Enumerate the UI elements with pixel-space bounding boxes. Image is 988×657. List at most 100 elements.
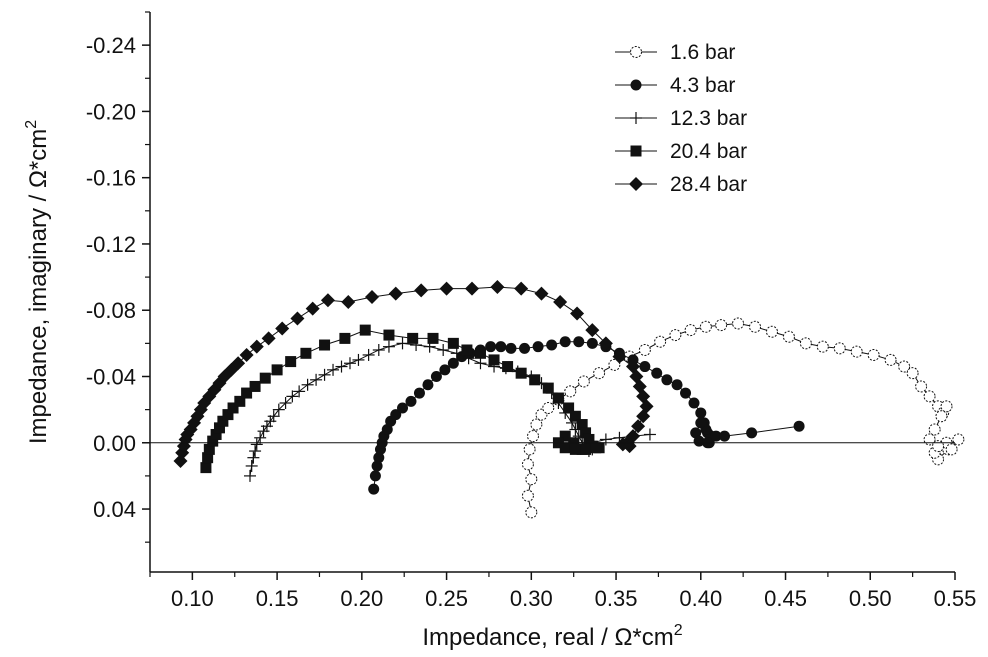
- data-point: [710, 430, 722, 442]
- data-point: [529, 374, 541, 386]
- data-point: [247, 451, 260, 464]
- data-point: [932, 440, 945, 453]
- data-point: [285, 356, 297, 368]
- data-point: [272, 403, 285, 416]
- data-point: [746, 427, 758, 439]
- y-tick-label: -0.08: [86, 298, 136, 323]
- x-tick-label: 0.30: [510, 586, 553, 611]
- data-point: [286, 390, 299, 403]
- legend-label: 20.4 bar: [670, 140, 747, 163]
- legend-entry: 12.3 bar: [615, 107, 747, 130]
- data-point: [765, 325, 778, 338]
- axes: 0.10 0.15 0.20 0.25 0.30 0.35 0.40 0.45 0.50 0.55…: [86, 11, 976, 611]
- data-point: [407, 332, 419, 344]
- x-tick-label: 0.15: [256, 586, 299, 611]
- data-point: [200, 462, 212, 474]
- data-point: [580, 427, 592, 439]
- data-point: [474, 347, 486, 359]
- data-point: [521, 458, 534, 471]
- y-tick-label: -0.04: [86, 364, 136, 389]
- data-point: [259, 372, 271, 384]
- data-point: [249, 380, 261, 392]
- data-point: [250, 438, 263, 451]
- data-point: [368, 483, 380, 495]
- data-point: [690, 427, 702, 439]
- data-point: [217, 415, 229, 427]
- data-point: [867, 348, 880, 361]
- data-point: [514, 281, 529, 296]
- data-point: [680, 387, 692, 399]
- legend-marker: [630, 112, 642, 124]
- x-tick-label: 0.25: [425, 586, 468, 611]
- data-point: [365, 289, 380, 304]
- data-point: [447, 337, 459, 349]
- data-point: [651, 367, 663, 379]
- data-point: [234, 395, 246, 407]
- data-point: [898, 360, 911, 373]
- data-point: [915, 380, 928, 393]
- series-line: [527, 322, 959, 513]
- data-point: [546, 339, 558, 351]
- data-point: [254, 431, 267, 444]
- legend-entry: 28.4 bar: [615, 173, 747, 196]
- data-point: [293, 385, 306, 398]
- data-point: [671, 379, 683, 391]
- data-point: [372, 343, 385, 356]
- data-point: [940, 400, 953, 413]
- data-point: [586, 337, 598, 349]
- data-point: [381, 424, 393, 436]
- data-point: [319, 339, 331, 351]
- data-point: [341, 294, 356, 309]
- data-point: [715, 319, 728, 332]
- data-point: [305, 301, 320, 316]
- data-point: [532, 341, 544, 353]
- x-tick-label: 0.35: [595, 586, 638, 611]
- x-tick-label: 0.50: [849, 586, 892, 611]
- data-point: [267, 410, 280, 423]
- data-point: [585, 323, 600, 338]
- x-tick-label: 0.10: [171, 586, 214, 611]
- legend-label: 28.4 bar: [670, 173, 747, 196]
- data-point: [447, 357, 459, 369]
- x-tick-label: 0.45: [764, 586, 807, 611]
- y-tick-label: 0.00: [93, 431, 136, 456]
- data-point: [945, 443, 958, 456]
- data-point: [559, 336, 571, 348]
- data-point: [576, 419, 588, 431]
- data-point: [369, 470, 381, 482]
- data-point: [203, 443, 215, 455]
- data-point: [485, 341, 497, 353]
- data-point: [383, 329, 395, 341]
- data-point: [210, 428, 222, 440]
- data-point: [521, 489, 534, 502]
- data-point: [490, 280, 505, 295]
- data-point: [362, 348, 375, 361]
- data-point: [249, 339, 264, 354]
- data-point: [577, 375, 590, 388]
- data-point: [699, 320, 712, 333]
- data-point: [405, 395, 417, 407]
- data-point: [525, 506, 538, 519]
- data-point: [495, 341, 507, 353]
- data-point: [327, 363, 340, 376]
- data-point: [249, 445, 262, 458]
- data-point: [525, 473, 538, 486]
- data-point: [684, 324, 697, 337]
- data-point: [535, 408, 548, 421]
- legend-label: 4.3 bar: [670, 74, 735, 97]
- data-point: [569, 410, 581, 422]
- data-point: [301, 378, 314, 391]
- data-point: [213, 422, 225, 434]
- data-point: [612, 349, 627, 364]
- data-point: [695, 417, 707, 429]
- data-point: [573, 336, 585, 348]
- data-point: [430, 370, 442, 382]
- data-point: [373, 452, 385, 464]
- x-axis-title: Impedance, real / Ω*cm2: [422, 622, 682, 651]
- data-point: [390, 409, 402, 421]
- data-point: [505, 342, 517, 354]
- data-point: [732, 317, 745, 330]
- data-point: [564, 385, 577, 398]
